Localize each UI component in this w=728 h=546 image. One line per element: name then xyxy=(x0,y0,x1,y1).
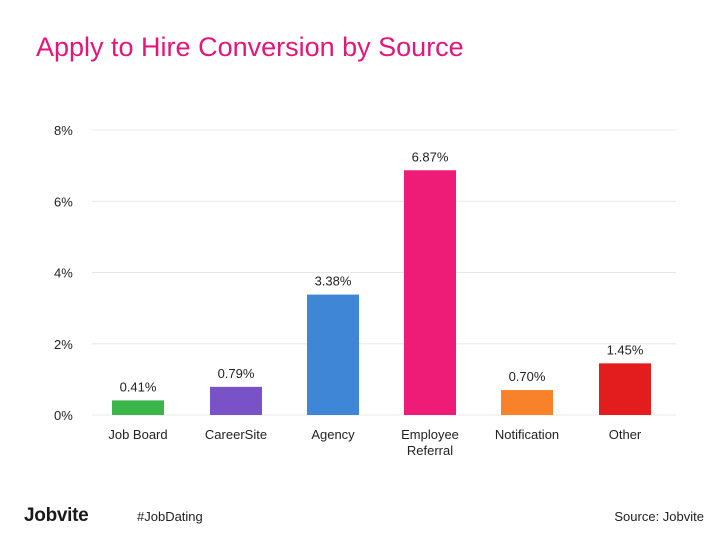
x-tick-label: Employee Referral xyxy=(401,427,459,458)
y-tick-label: 2% xyxy=(54,337,73,352)
value-label: 3.38% xyxy=(315,274,352,289)
bar xyxy=(307,294,359,415)
value-label: 0.79% xyxy=(218,366,255,381)
source-label: Source: Jobvite xyxy=(614,509,704,524)
grid-lines xyxy=(92,129,676,416)
x-tick-label: Agency xyxy=(311,427,355,442)
chart-title: Apply to Hire Conversion by Source xyxy=(36,32,464,62)
x-tick-label: Other xyxy=(609,427,642,442)
y-tick-label: 8% xyxy=(54,123,73,138)
y-tick-label: 4% xyxy=(54,266,73,281)
bar xyxy=(501,390,553,415)
x-axis-ticks: Job Board CareerSite Agency Employee Referra… xyxy=(108,427,642,458)
y-tick-label: 0% xyxy=(54,408,73,423)
value-label: 0.41% xyxy=(120,379,157,394)
bar xyxy=(210,386,262,415)
y-axis-ticks: 0% 2% 4% 6% 8% xyxy=(54,123,73,423)
hashtag-label: #JobDating xyxy=(137,509,203,524)
bar xyxy=(599,363,651,415)
bar xyxy=(112,400,164,415)
bars xyxy=(112,170,651,415)
jobvite-logo: Jobvite xyxy=(24,505,89,526)
x-tick-label: CareerSite xyxy=(205,427,267,442)
value-label: 0.70% xyxy=(509,369,546,384)
value-labels: 0.41% 0.79% 3.38% 6.87% 0.70% 1.45% xyxy=(120,149,644,394)
value-label: 6.87% xyxy=(412,149,449,164)
x-tick-label: Job Board xyxy=(108,427,167,442)
value-label: 1.45% xyxy=(607,342,644,357)
bar xyxy=(404,170,456,415)
x-tick-label: Notification xyxy=(495,427,559,442)
y-tick-label: 6% xyxy=(54,194,73,209)
